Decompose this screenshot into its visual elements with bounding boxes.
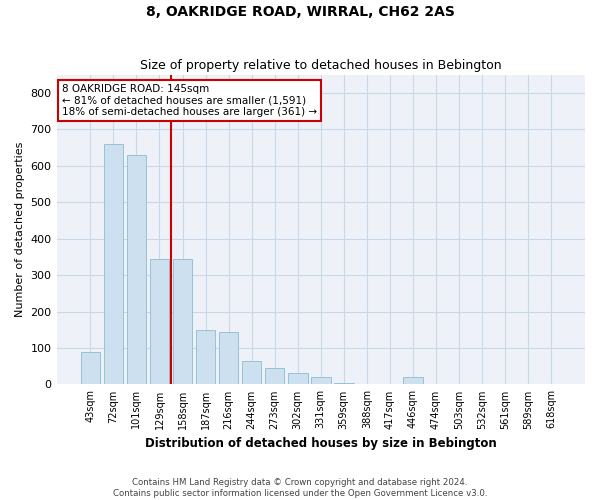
X-axis label: Distribution of detached houses by size in Bebington: Distribution of detached houses by size … [145,437,497,450]
Bar [311,377,331,384]
Title: Size of property relative to detached houses in Bebington: Size of property relative to detached ho… [140,59,502,72]
Text: 8, OAKRIDGE ROAD, WIRRAL, CH62 2AS: 8, OAKRIDGE ROAD, WIRRAL, CH62 2AS [146,5,454,19]
Bar [288,374,308,384]
Bar [265,368,284,384]
Bar [219,332,238,384]
Bar [242,360,262,384]
Bar [149,258,169,384]
Bar [403,377,423,384]
Bar [104,144,123,384]
Bar [334,382,353,384]
Y-axis label: Number of detached properties: Number of detached properties [15,142,25,317]
Text: Contains HM Land Registry data © Crown copyright and database right 2024.
Contai: Contains HM Land Registry data © Crown c… [113,478,487,498]
Text: 8 OAKRIDGE ROAD: 145sqm
← 81% of detached houses are smaller (1,591)
18% of semi: 8 OAKRIDGE ROAD: 145sqm ← 81% of detache… [62,84,317,117]
Bar [196,330,215,384]
Bar [80,352,100,384]
Bar [173,258,193,384]
Bar [127,155,146,384]
